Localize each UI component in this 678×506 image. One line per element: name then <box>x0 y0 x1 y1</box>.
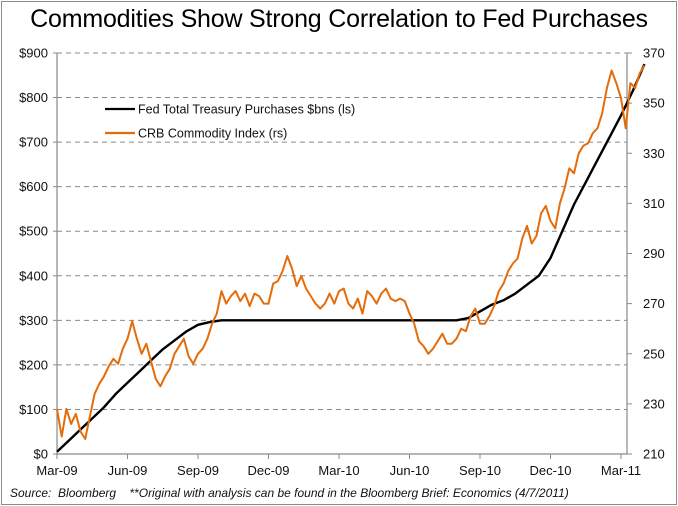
x-tick-label: Dec-09 <box>248 463 290 478</box>
left-tick-label: $600 <box>19 179 48 194</box>
crb-index-line <box>56 64 646 440</box>
left-tick-label: $500 <box>19 224 48 239</box>
right-axis-ticks: 210 230 250 270 290 310 330 350 370 <box>627 46 665 462</box>
right-tick-label: 270 <box>643 296 665 311</box>
x-tick-label: Jun-10 <box>390 463 430 478</box>
x-tick-label: Dec-10 <box>530 463 572 478</box>
legend-label: Fed Total Treasury Purchases $bns (ls) <box>138 103 355 117</box>
x-tick-label: Mar-11 <box>601 463 641 478</box>
right-tick-label: 290 <box>643 246 665 261</box>
fed-purchases-line <box>56 63 646 453</box>
right-tick-label: 330 <box>643 146 665 161</box>
right-tick-label: 210 <box>643 447 665 462</box>
right-tick-label: 370 <box>643 46 665 61</box>
x-tick-label: Jun-09 <box>108 463 148 478</box>
x-axis-ticks: Mar-09 Jun-09 Sep-09 Dec-09 Mar-10 Jun-10 Sep-… <box>36 454 641 478</box>
source-note: Source: Bloomberg **Original with analys… <box>10 486 569 500</box>
x-tick-label: Mar-09 <box>36 463 77 478</box>
left-tick-label: $900 <box>19 46 48 61</box>
legend-label: CRB Commodity Index (rs) <box>138 127 287 141</box>
right-tick-label: 350 <box>643 96 665 111</box>
left-tick-label: $300 <box>19 313 48 328</box>
left-tick-label: $800 <box>19 90 48 105</box>
right-tick-label: 310 <box>643 196 665 211</box>
left-tick-label: $400 <box>19 268 48 283</box>
x-tick-label: Sep-10 <box>459 463 501 478</box>
left-tick-label: $100 <box>19 402 48 417</box>
right-tick-label: 230 <box>643 396 665 411</box>
chart-title: Commodities Show Strong Correlation to F… <box>30 5 648 33</box>
x-tick-label: Sep-09 <box>177 463 219 478</box>
right-tick-label: 250 <box>643 346 665 361</box>
left-tick-label: $700 <box>19 135 48 150</box>
left-tick-label: $200 <box>19 357 48 372</box>
x-tick-label: Mar-10 <box>318 463 359 478</box>
left-tick-label: $0 <box>34 447 48 462</box>
series-lines <box>56 63 646 453</box>
left-axis-ticks: $0 $100 $200 $300 $400 $500 $600 $700 $800 $900 <box>19 46 57 462</box>
legend: Fed Total Treasury Purchases $bns (ls) CR… <box>105 103 355 141</box>
